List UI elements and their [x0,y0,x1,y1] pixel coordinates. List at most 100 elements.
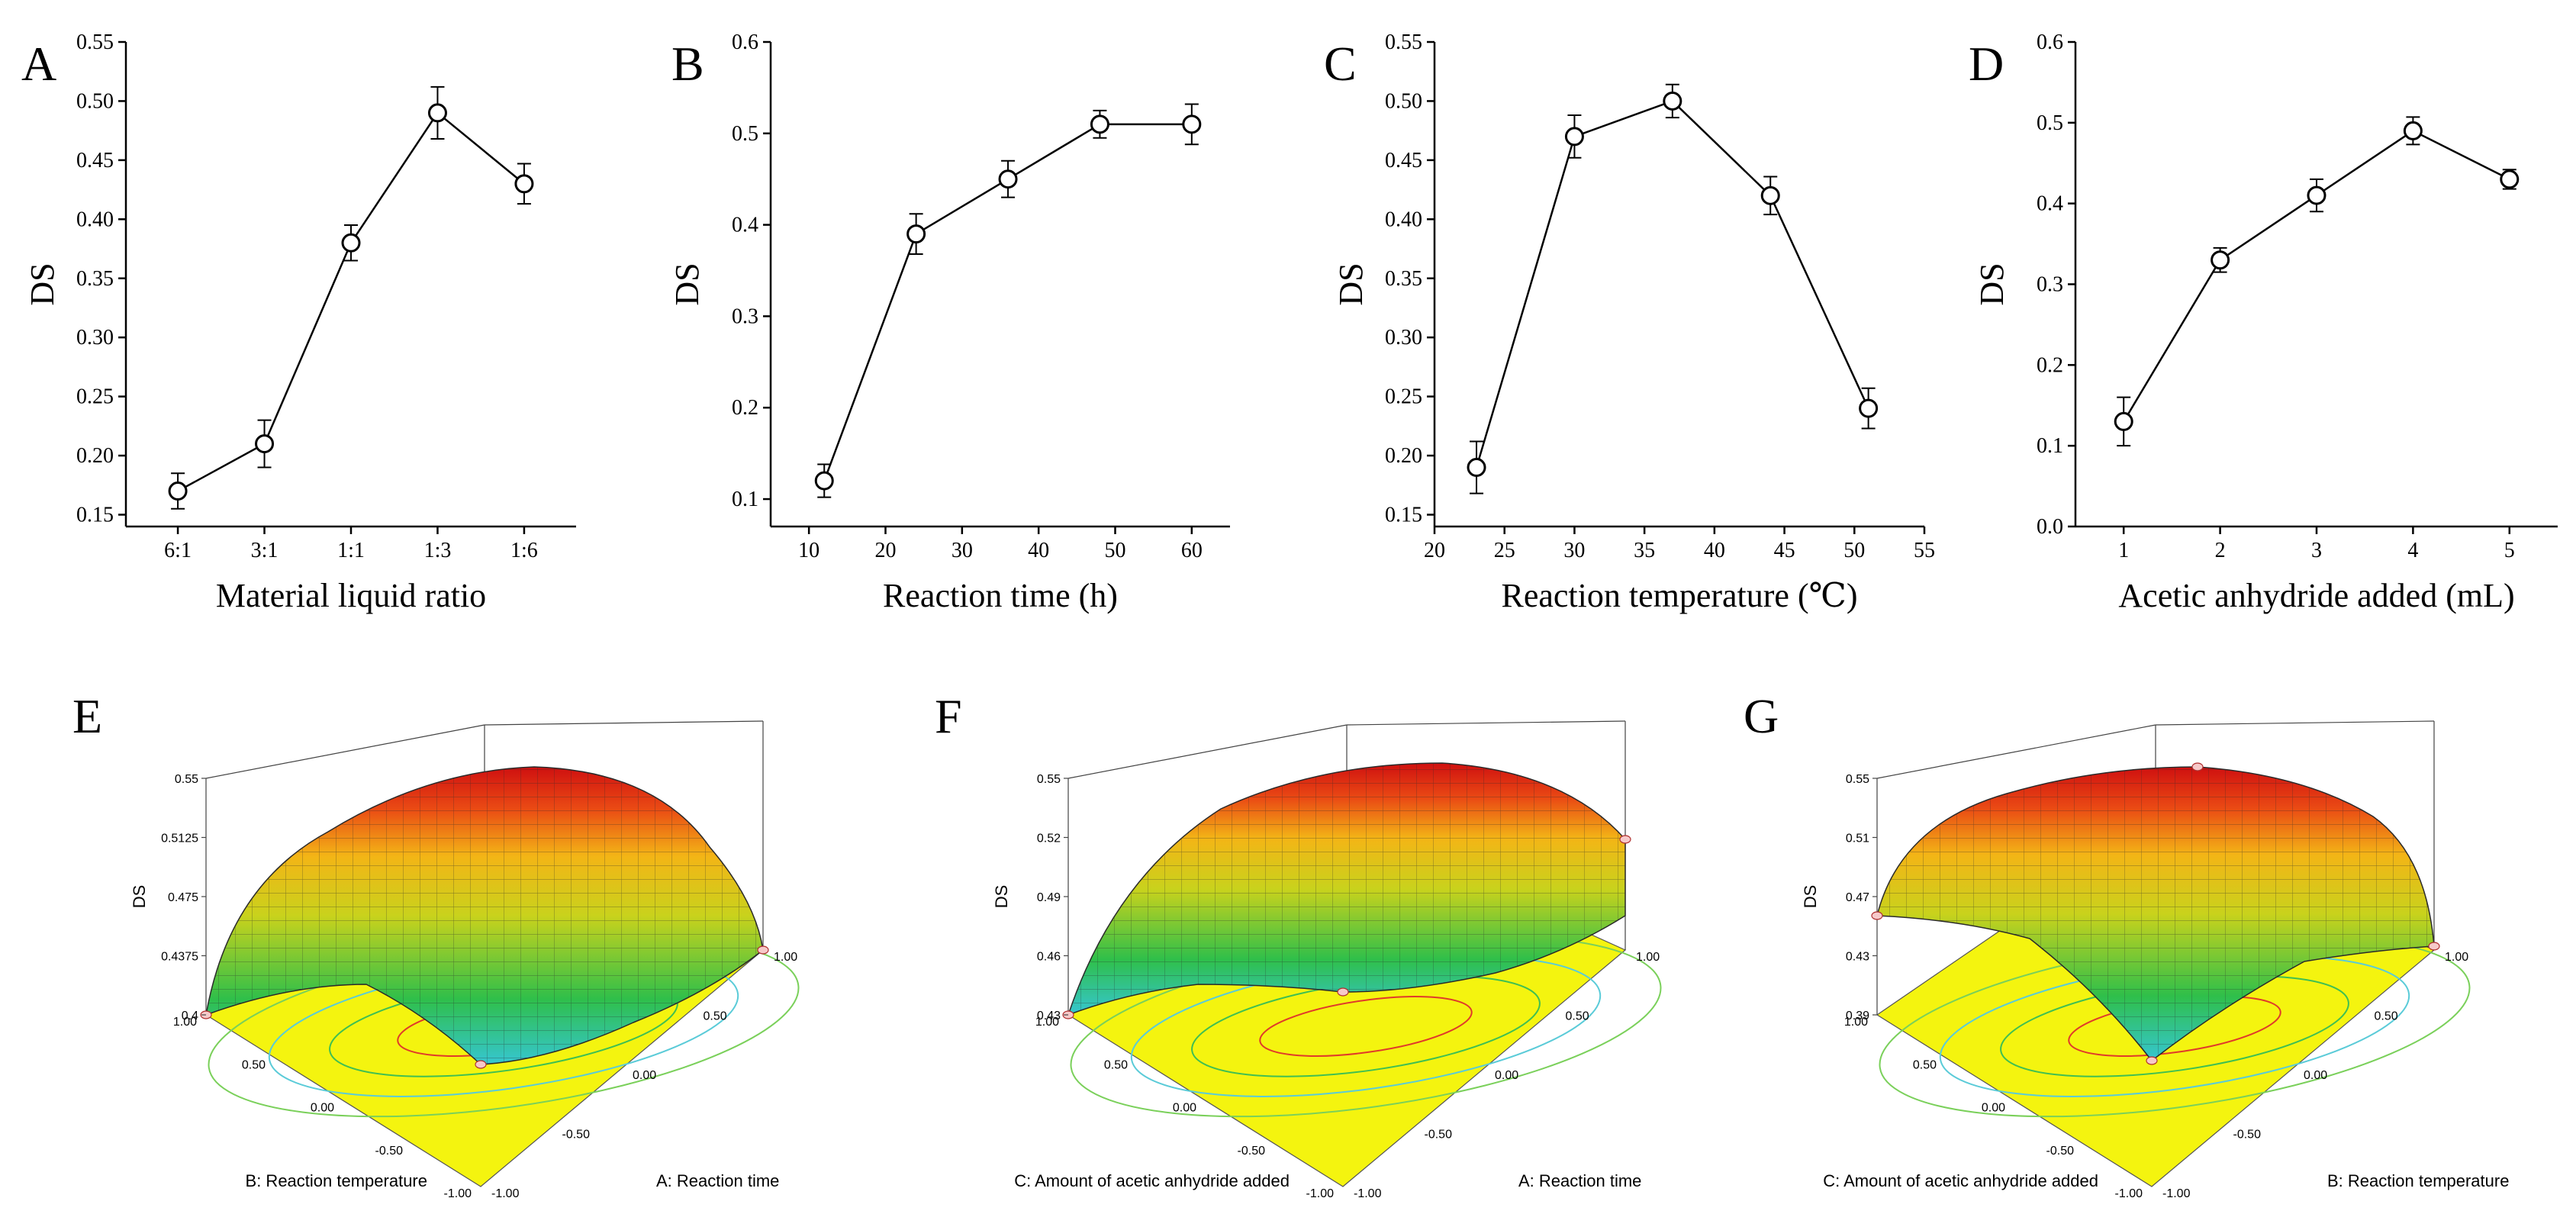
y-tick-label: 0.00 [1982,1102,2005,1115]
z-tick-label: 0.52 [1037,832,1061,845]
data-point [168,481,188,501]
design-point [2191,762,2204,771]
x-tick-label: 25 [1494,539,1515,562]
y-tick-label: -1.00 [2115,1187,2143,1200]
y-tick-label: 0.55 [1385,31,1422,54]
box-edge [484,720,764,726]
z-tick-label: 0.55 [1846,773,1869,786]
data-point [814,471,834,491]
y-tick-label: 0.2 [732,396,758,420]
z-tick-label: 0.475 [168,891,198,904]
x-tick-label: -1.00 [491,1187,520,1200]
y-axis-title: DS [24,262,61,305]
y-axis-title: C: Amount of acetic anhydride added [1823,1171,2098,1190]
data-point [1467,458,1486,478]
y-tick-label: 0.2 [2037,353,2063,377]
series-line [1475,99,1869,468]
x-tick-label: 2 [2215,539,2226,562]
data-point [1182,114,1202,134]
z-tick-label: 0.43 [1037,1010,1061,1022]
box-edge [1067,724,1348,779]
y-tick-label: -0.50 [2046,1145,2075,1158]
y-tick-label: 0.50 [1913,1058,1937,1071]
design-point [1337,987,1349,997]
y-tick-label: 0.45 [76,149,114,172]
data-point [998,169,1018,189]
x-tick-label: -1.00 [2162,1187,2191,1200]
y-tick-label: 0.30 [76,326,114,349]
design-point [475,1060,487,1069]
z-axis-title: DS [992,885,1011,909]
panel-e: E 0.4 0.4375 0.475 0.5125 0.55 DS 1.00 0.50 0.00 -… [72,689,800,1200]
data-point [2500,169,2520,189]
x-tick-label: 3 [2311,539,2322,562]
x-tick-label: 30 [952,539,973,562]
x-tick-label: 3:1 [251,539,279,562]
x-tick-label: 45 [1774,539,1795,562]
x-axis-title: Reaction time (h) [883,577,1118,614]
y-tick-label: -1.00 [444,1187,472,1200]
x-tick-label: 1 [2118,539,2129,562]
x-tick-label: 1:1 [337,539,365,562]
y-tick-label: 0.40 [1385,208,1422,231]
design-point [2146,1056,2158,1065]
z-tick-label: 0.5125 [161,832,198,845]
x-tick-label: -0.50 [1425,1129,1453,1142]
y-tick-label: 0.5 [2037,111,2063,135]
data-point [2403,121,2423,140]
data-point [1859,398,1879,418]
x-tick-label: 1:3 [424,539,452,562]
x-tick-label: -0.50 [562,1129,591,1142]
panel-b: B 0.1 0.2 0.3 0.4 0.5 0.6 10 20 30 40 50 60 Reaction … [668,31,1230,614]
x-tick-label: 60 [1181,539,1203,562]
y-tick-label: 0.35 [1385,267,1422,291]
data-point [514,174,534,194]
x-tick-label: 0.00 [2304,1069,2327,1082]
y-tick-label: 0.45 [1385,149,1422,172]
panel-letter: E [72,689,102,743]
z-tick-label: 0.4375 [161,951,198,964]
x-tick-label: 55 [1914,539,1935,562]
y-tick-label: 0.20 [1385,444,1422,468]
box-edge [2155,720,2435,726]
z-tick-label: 0.39 [1846,1010,1869,1022]
y-axis-title: DS [668,262,706,305]
data-point [341,233,361,253]
panel-letter: G [1744,689,1779,743]
x-tick-label: 0.50 [2375,1010,2398,1023]
y-tick-label: 1.00 [1035,1016,1059,1029]
y-tick-label: 0.35 [76,267,114,291]
data-point [1090,114,1109,134]
x-tick-label: 20 [875,539,897,562]
x-axis-title: B: Reaction temperature [2327,1171,2509,1190]
box-edge [1876,724,2156,779]
panel-a: A 0.15 0.20 0.25 0.30 0.35 0.40 0.45 0.50 0.55 6:1… [21,31,576,614]
y-tick-label: 0.0 [2037,515,2063,539]
design-point [2428,942,2440,951]
contour-line [1259,996,1473,1057]
surface-mesh [206,767,763,1064]
y-tick-label: 0.1 [732,488,758,511]
panel-d: D 0.0 0.1 0.2 0.3 0.4 0.5 0.6 1 2 3 4 5 Acetic anhydr… [1969,31,2558,614]
panel-f: F 0.43 0.46 0.49 0.52 0.55 DS 1.00 0.50 0.00 -0.50… [935,689,1662,1200]
x-tick-label: 20 [1424,539,1445,562]
x-tick-label: 50 [1843,539,1865,562]
y-tick-label: 0.4 [732,214,758,237]
data-point [427,103,447,123]
y-tick-label: 0.00 [1173,1102,1196,1115]
y-tick-label: 0.5 [732,122,758,146]
z-tick-label: 0.47 [1846,891,1869,904]
y-tick-label: -1.00 [1306,1187,1335,1200]
z-tick-label: 0.4 [182,1010,198,1022]
z-axis-title: DS [1801,885,1820,909]
x-tick-label: 40 [1704,539,1725,562]
surface-mesh [1068,763,1625,1015]
x-axis-title: Material liquid ratio [216,577,486,614]
y-tick-label: 0.50 [242,1058,266,1071]
x-tick-label: 30 [1563,539,1585,562]
y-tick-label: 0.3 [2037,273,2063,297]
series-line [2123,129,2510,423]
x-tick-label: 0.50 [704,1010,727,1023]
y-tick-label: 0.20 [76,444,114,468]
